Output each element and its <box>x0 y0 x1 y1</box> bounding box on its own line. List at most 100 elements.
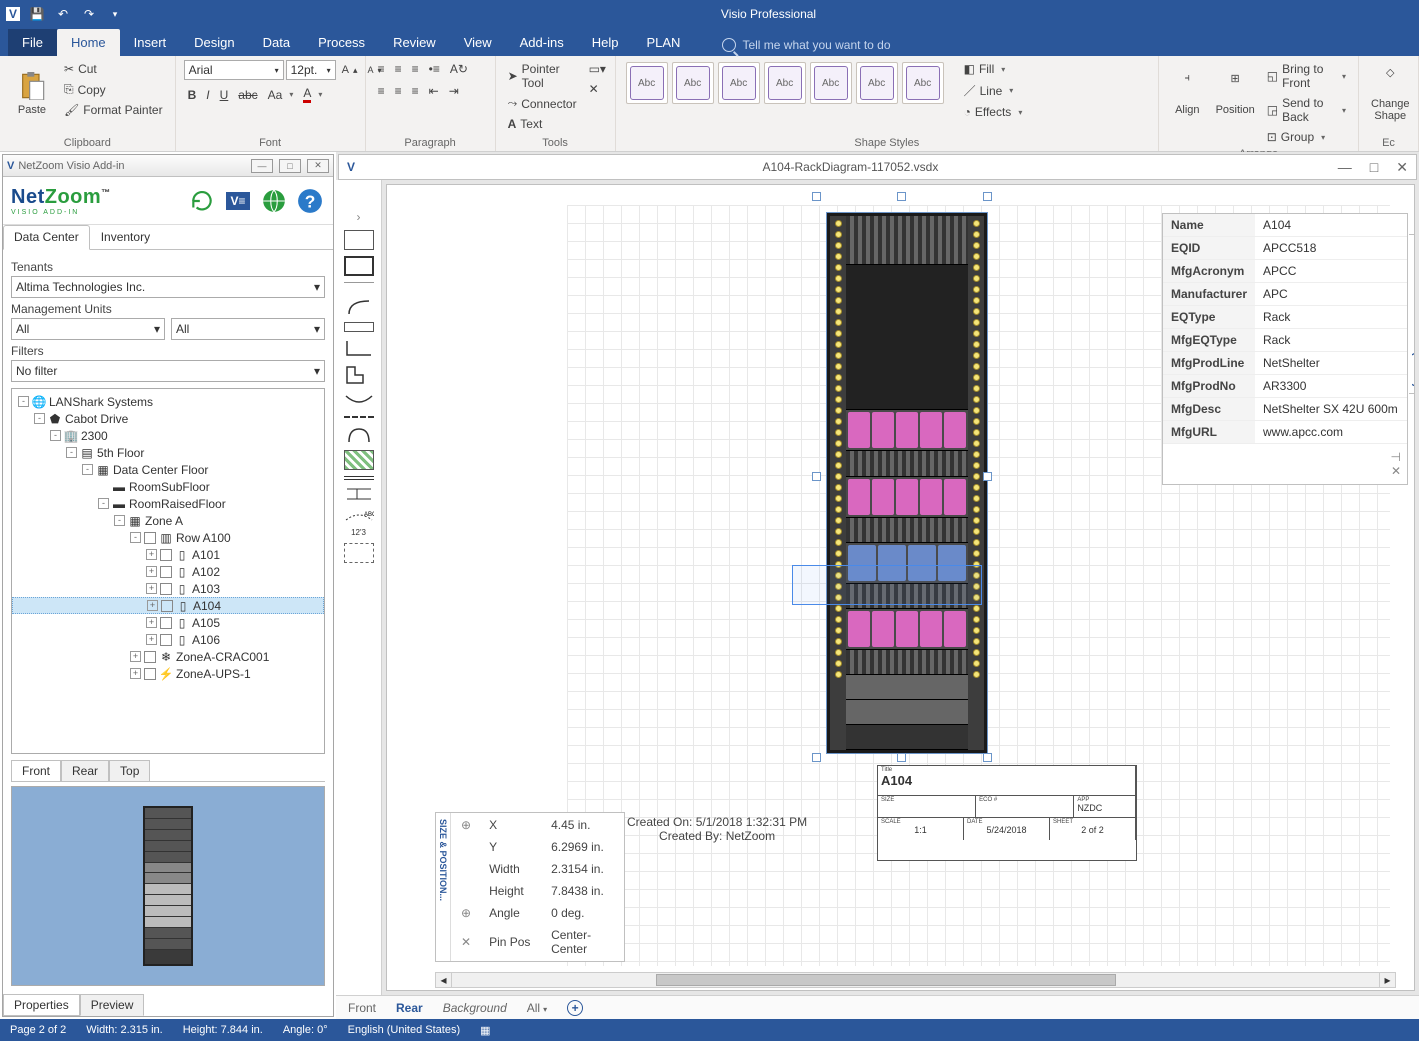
maximize-button[interactable]: □ <box>279 159 301 173</box>
tree-expand-icon[interactable]: + <box>130 668 141 679</box>
doc-minimize-button[interactable]: — <box>1338 159 1352 176</box>
stencil-icon[interactable] <box>344 543 374 563</box>
tree-expand-icon[interactable]: + <box>146 549 157 560</box>
tree-expand-icon[interactable]: - <box>66 447 77 458</box>
drawing-canvas[interactable]: TitleA104 SIZE ECO # APPNZDC SCALE1:1 DA… <box>386 184 1415 991</box>
align-top-button[interactable]: ≡ <box>374 60 389 78</box>
redo-icon[interactable]: ↷ <box>80 5 98 23</box>
tab-process[interactable]: Process <box>304 29 379 56</box>
bot-tab-preview[interactable]: Preview <box>80 994 145 1016</box>
tray-expand-icon[interactable] <box>357 210 361 224</box>
indent-inc-button[interactable]: ⇥ <box>445 82 463 100</box>
align-center-button[interactable]: ≡ <box>391 82 406 100</box>
group-button[interactable]: ⊡Group <box>1263 128 1350 146</box>
orientation-button[interactable]: A↻ <box>446 60 472 78</box>
save-icon[interactable]: 💾 <box>28 5 46 23</box>
size-pos-tab[interactable]: SIZE & POSITION... <box>436 813 451 961</box>
tree-expand-icon[interactable]: - <box>50 430 61 441</box>
effects-button[interactable]: ◔Effects <box>960 103 1027 121</box>
style-option[interactable]: Abc <box>626 62 668 104</box>
style-option[interactable]: Abc <box>902 62 944 104</box>
style-option[interactable]: Abc <box>672 62 714 104</box>
fill-button[interactable]: ◧Fill <box>960 60 1027 78</box>
qat-customize-icon[interactable]: ▾ <box>106 5 124 23</box>
tree-expand-icon[interactable]: - <box>98 498 109 509</box>
bullets-button[interactable]: •≡ <box>425 60 444 78</box>
tellme-search[interactable]: Tell me what you want to do <box>714 34 898 56</box>
tree-node[interactable]: -▦Data Center Floor <box>12 461 324 478</box>
style-option[interactable]: Abc <box>718 62 760 104</box>
h-scrollbar[interactable]: ◂ ▸ <box>435 972 1396 988</box>
tree-node[interactable]: +▯A101 <box>12 546 324 563</box>
tree-node[interactable]: -🌐LANShark Systems <box>12 393 324 410</box>
page-background[interactable]: Background <box>443 1001 507 1015</box>
close-panel-icon[interactable]: ✕ <box>1169 464 1401 478</box>
conn-point-button[interactable]: ✕ <box>585 80 610 98</box>
tree-node[interactable]: -▥Row A100 <box>12 529 324 546</box>
stencil-icon[interactable]: 12'3 <box>351 528 366 537</box>
doc-close-button[interactable]: ✕ <box>1396 159 1408 176</box>
font-name-select[interactable]: Arial▾ <box>184 60 284 80</box>
grow-font-button[interactable]: A▴ <box>338 62 362 78</box>
mu-select-1[interactable]: All▾ <box>11 318 165 340</box>
italic-button[interactable]: I <box>202 86 213 104</box>
nz-globe-icon[interactable] <box>259 186 289 216</box>
rect-tool-button[interactable]: ▭▾ <box>585 60 610 78</box>
title-block[interactable]: TitleA104 SIZE ECO # APPNZDC SCALE1:1 DA… <box>877 765 1137 861</box>
tab-home[interactable]: Home <box>57 29 120 56</box>
view-tab-top[interactable]: Top <box>109 760 150 781</box>
mu-select-2[interactable]: All▾ <box>171 318 325 340</box>
case-button[interactable]: Aa <box>264 86 298 104</box>
nz-tree[interactable]: -🌐LANShark Systems-⬟Cabot Drive-🏢2300-▤5… <box>11 388 325 754</box>
indent-dec-button[interactable]: ⇤ <box>425 82 443 100</box>
tree-node[interactable]: +▯A103 <box>12 580 324 597</box>
view-tab-rear[interactable]: Rear <box>61 760 109 781</box>
tree-expand-icon[interactable]: - <box>130 532 141 543</box>
undo-icon[interactable]: ↶ <box>54 5 72 23</box>
tab-insert[interactable]: Insert <box>120 29 181 56</box>
bold-button[interactable]: B <box>184 86 201 104</box>
pointer-tool-button[interactable]: ➤Pointer Tool <box>504 60 581 92</box>
tab-addins[interactable]: Add-ins <box>506 29 578 56</box>
filter-select[interactable]: No filter▾ <box>11 360 325 382</box>
stencil-icon[interactable]: ABC <box>344 508 374 522</box>
tab-view[interactable]: View <box>450 29 506 56</box>
format-painter-button[interactable]: 🖌Format Painter <box>60 101 167 119</box>
tree-node[interactable]: ▬RoomSubFloor <box>12 478 324 495</box>
stencil-icon[interactable] <box>344 256 374 276</box>
tree-expand-icon[interactable]: + <box>146 617 157 628</box>
position-button[interactable]: ⊞Position <box>1212 60 1259 128</box>
stencil-icon[interactable] <box>344 322 374 332</box>
tree-node[interactable]: +▯A105 <box>12 614 324 631</box>
tree-expand-icon[interactable]: + <box>130 651 141 662</box>
tree-expand-icon[interactable]: - <box>82 464 93 475</box>
stencil-icon[interactable] <box>344 394 374 410</box>
shape-data-tab[interactable]: SHAPE DATA - AR3300 (REAR) <box>1409 234 1415 394</box>
tab-file[interactable]: File <box>8 29 57 56</box>
paste-button[interactable]: Paste <box>8 60 56 128</box>
stencil-icon[interactable] <box>344 486 374 502</box>
tree-node[interactable]: +▯A106 <box>12 631 324 648</box>
page-all[interactable]: All <box>527 1001 547 1015</box>
style-option[interactable]: Abc <box>810 62 852 104</box>
stencil-icon[interactable] <box>344 424 374 444</box>
tree-expand-icon[interactable]: + <box>147 600 158 611</box>
tab-help[interactable]: Help <box>578 29 633 56</box>
bot-tab-properties[interactable]: Properties <box>3 994 80 1016</box>
stencil-icon[interactable] <box>344 296 374 316</box>
align-right-button[interactable]: ≡ <box>408 82 423 100</box>
stencil-icon[interactable] <box>344 450 374 470</box>
tree-node[interactable]: -▦Zone A <box>12 512 324 529</box>
tree-node[interactable]: +⚡ZoneA-UPS-1 <box>12 665 324 682</box>
change-shape-button[interactable]: ◇Change Shape <box>1367 60 1414 128</box>
tab-review[interactable]: Review <box>379 29 450 56</box>
tree-expand-icon[interactable]: - <box>34 413 45 424</box>
minimize-button[interactable]: — <box>251 159 273 173</box>
close-button[interactable]: ✕ <box>307 159 329 173</box>
tab-data[interactable]: Data <box>249 29 304 56</box>
doc-maximize-button[interactable]: □ <box>1370 159 1378 176</box>
page-front[interactable]: Front <box>348 1001 376 1015</box>
nz-tab-inventory[interactable]: Inventory <box>90 225 161 249</box>
page-rear[interactable]: Rear <box>396 1001 423 1015</box>
cut-button[interactable]: ✂Cut <box>60 60 167 78</box>
